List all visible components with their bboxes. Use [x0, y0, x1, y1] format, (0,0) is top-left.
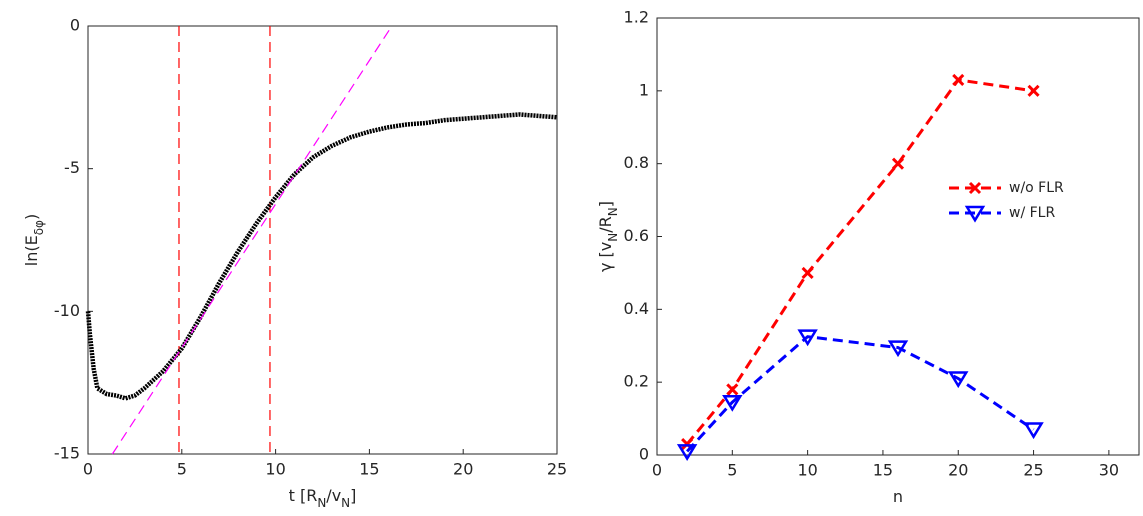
subscript: N: [317, 496, 326, 510]
series-line: [111, 25, 393, 455]
y-tick-label: -15: [54, 444, 80, 463]
legend-label: w/o FLR: [1009, 180, 1064, 196]
marker: [722, 394, 743, 412]
marker: [948, 371, 969, 389]
x-tick-label: 0: [652, 461, 662, 480]
label-part: /v: [326, 486, 341, 505]
series-line: [685, 78, 1034, 446]
legend-label: w/ FLR: [1009, 205, 1055, 221]
legend-marker: [964, 205, 986, 223]
plot: 0 5 10 15 20 25 30 0 0.2 0.4 0.6 0.8 1 1.2 w/o FLR w/ F…: [624, 8, 1140, 480]
marker: [797, 329, 818, 347]
label-part: ]: [350, 486, 356, 505]
x-tick-label: 15: [359, 460, 379, 479]
x-tick-label: 10: [265, 460, 285, 479]
x-tick-label: 25: [547, 460, 567, 479]
label-part: ln(E: [22, 235, 41, 266]
x-tick-label: 25: [1023, 461, 1043, 480]
y-tick-label: 0: [70, 16, 80, 35]
y-tick-label: 0.2: [624, 372, 649, 391]
label-part: ): [22, 214, 41, 220]
plot-area: [87, 25, 558, 455]
marker: [801, 266, 814, 279]
plot-area: [656, 17, 1140, 456]
label-part: γ [v: [596, 242, 615, 272]
x-tick-label: 5: [177, 460, 187, 479]
y-tick-label: 0.6: [624, 226, 649, 245]
axis-label: n: [893, 487, 903, 506]
y-tick-label: -10: [54, 301, 80, 320]
y-tick-label: 1.2: [624, 8, 649, 27]
label-part: /R: [596, 216, 615, 233]
axis-label: ln(Eδφ): [22, 214, 46, 266]
x-tick-label: 10: [797, 461, 817, 480]
plot: 0 5 10 15 20 25 -15 -10 -5 0: [54, 16, 567, 479]
marker: [952, 73, 965, 86]
subscript: N: [606, 207, 620, 216]
y-tick-label: -5: [64, 158, 80, 177]
marker: [887, 340, 909, 358]
x-tick-label: 5: [727, 461, 737, 480]
label-part: t [R: [289, 486, 318, 505]
x-tick-label: 20: [453, 460, 473, 479]
series-line: [85, 112, 558, 401]
x-tick-label: 30: [1099, 461, 1119, 480]
marker: [676, 444, 698, 461]
y-tick-label: 0.8: [624, 153, 649, 172]
marker: [1023, 422, 1044, 440]
legend-marker: [968, 181, 982, 195]
x-tick-label: 20: [948, 461, 968, 480]
subscript: N: [606, 233, 620, 242]
y-tick-label: 0: [639, 445, 649, 464]
subscript: δφ: [32, 220, 46, 235]
subscript: N: [341, 496, 350, 510]
label-part: ]: [596, 201, 615, 207]
y-tick-label: 0.4: [624, 299, 649, 318]
label-part: n: [893, 487, 903, 506]
axis-label: t [RN/vN]: [289, 486, 357, 510]
marker: [1027, 84, 1040, 97]
marker: [891, 157, 905, 170]
x-tick-label: 0: [83, 460, 93, 479]
axis-label: γ [vN/RN]: [596, 201, 620, 272]
series-line: [686, 335, 1035, 453]
x-tick-label: 15: [873, 461, 893, 480]
marker: [726, 383, 739, 396]
y-tick-label: 1: [639, 80, 649, 99]
